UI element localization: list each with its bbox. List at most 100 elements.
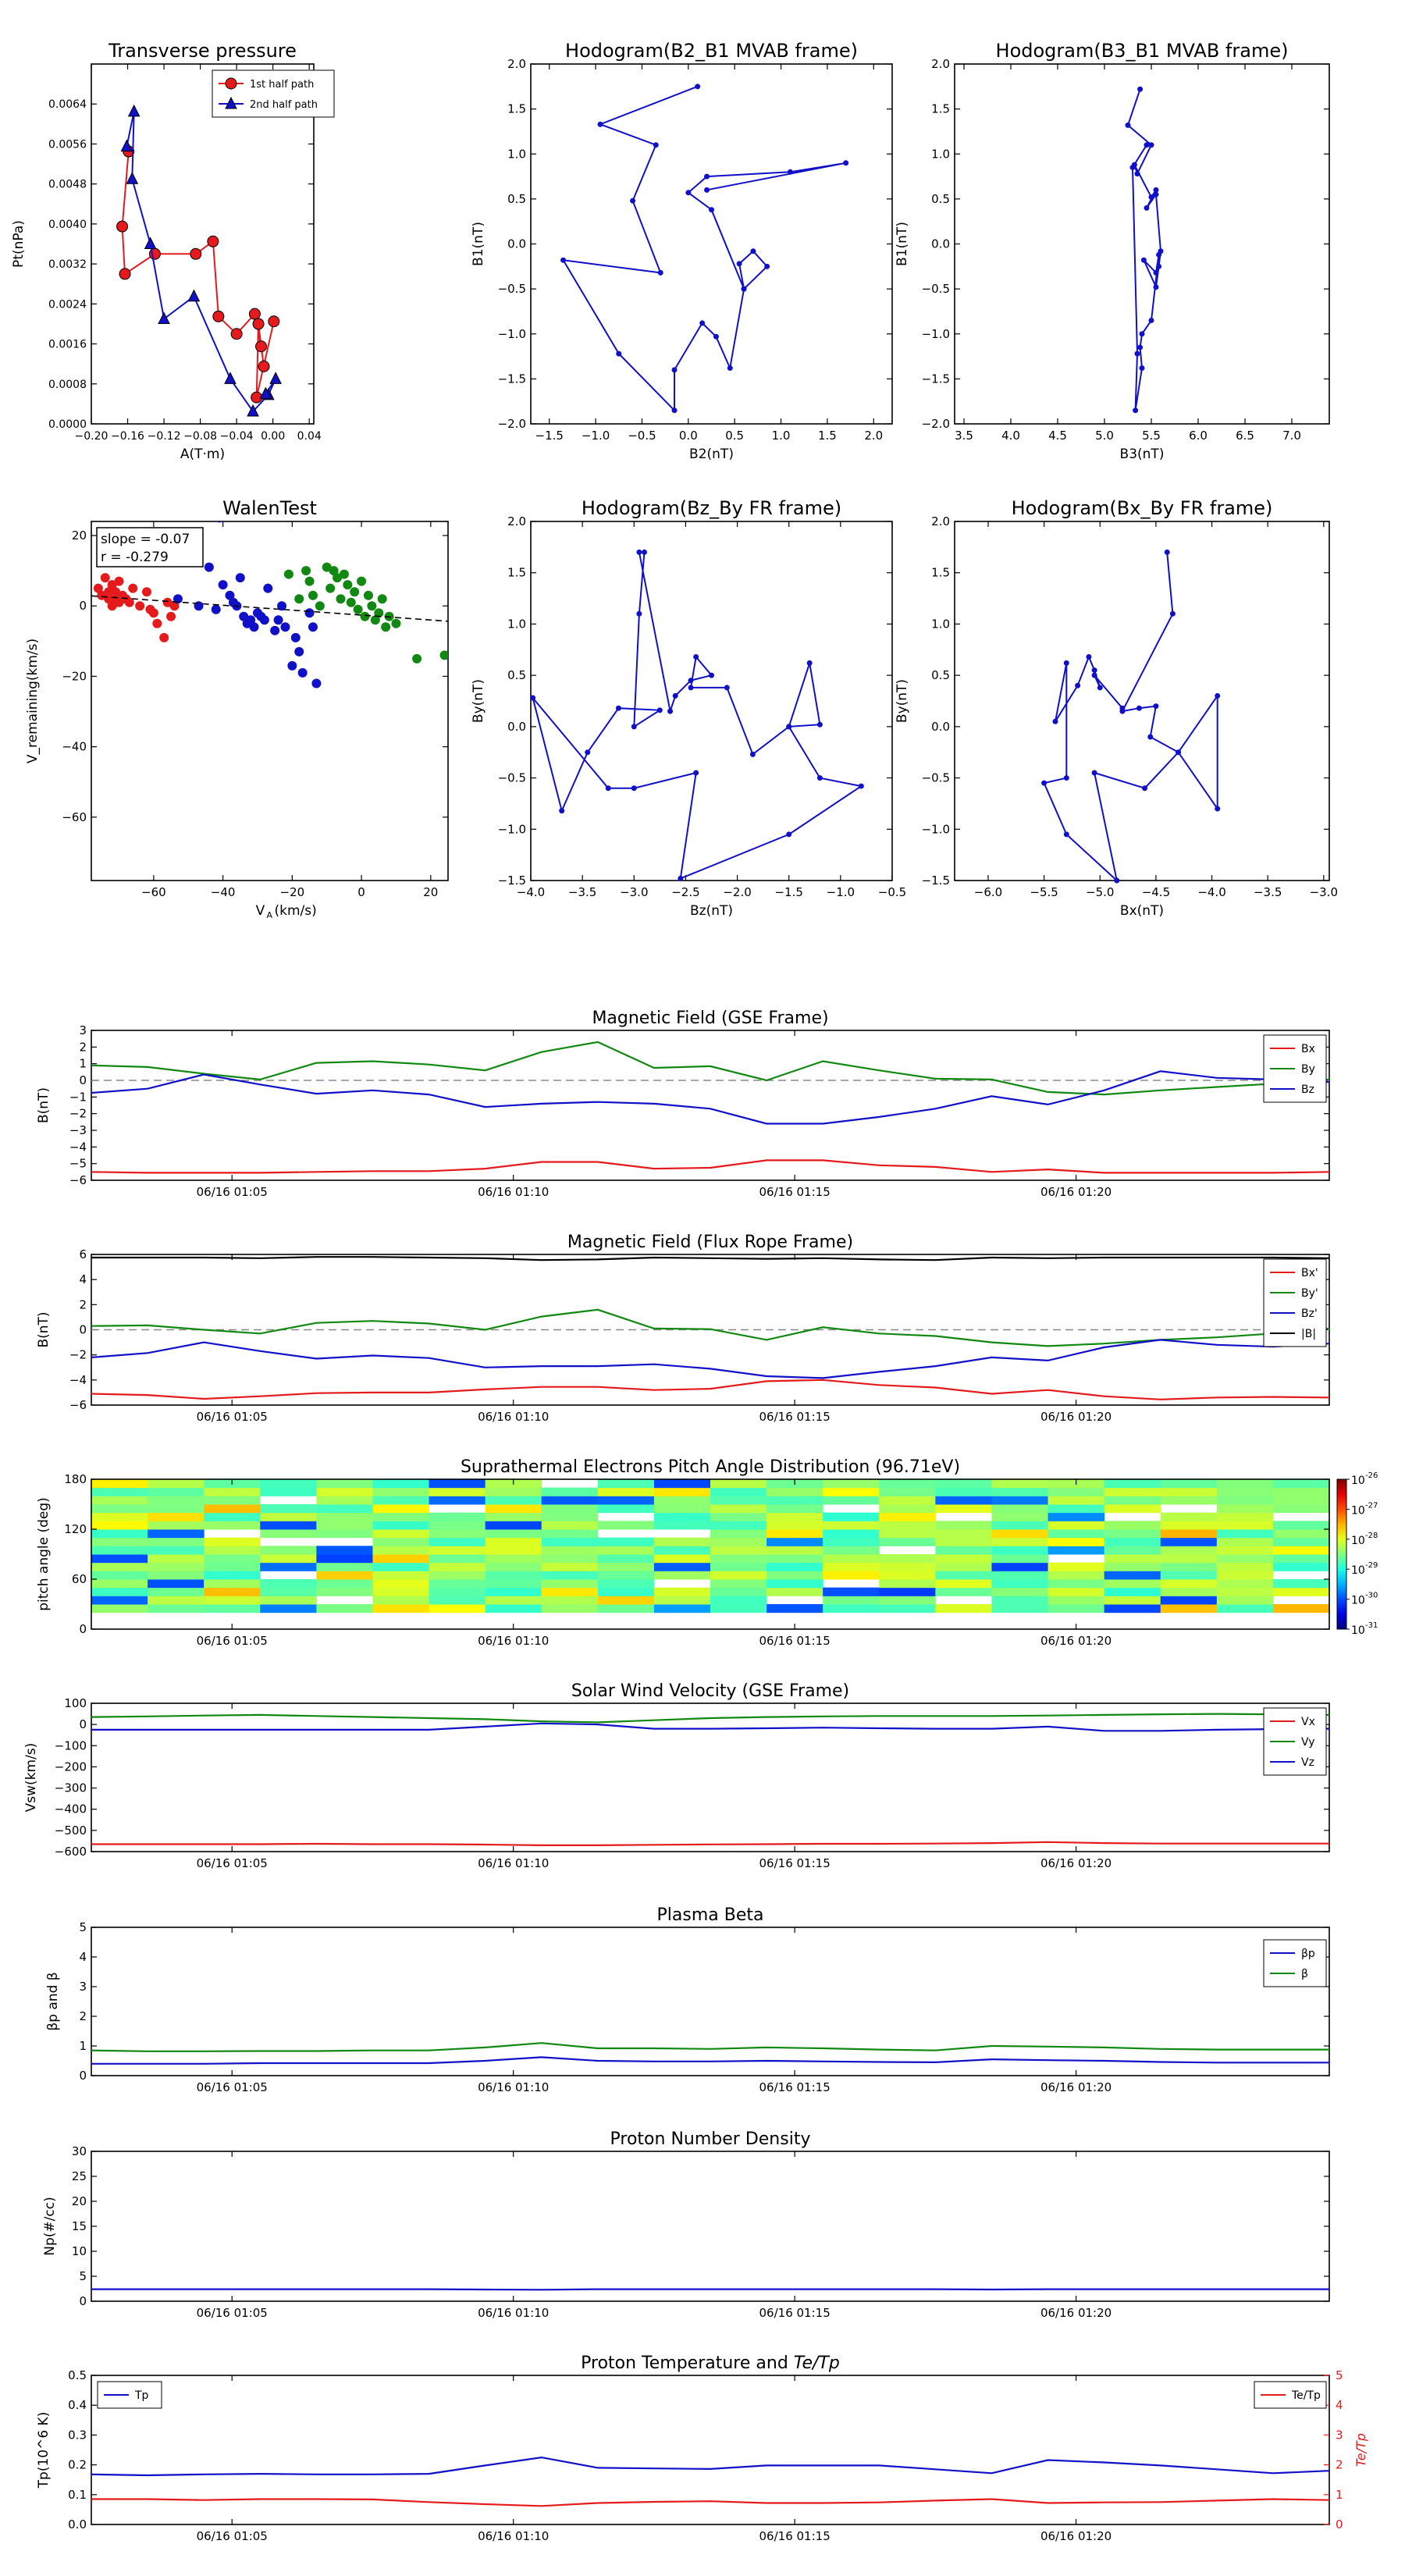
x-tick-label: 2.0 — [864, 429, 883, 443]
y-tick-label: 1 — [79, 1057, 87, 1071]
data-point — [1063, 831, 1069, 838]
heatmap-cell — [1104, 1596, 1161, 1605]
heatmap-cell — [541, 1504, 599, 1514]
heatmap-cell — [710, 1496, 767, 1505]
heatmap-cell — [316, 1521, 373, 1530]
data-point — [615, 705, 621, 711]
y-tick-label: −1.0 — [498, 327, 526, 341]
chart-title: Transverse pressure — [108, 40, 297, 62]
data-point — [207, 235, 219, 247]
heatmap-cell — [1272, 1554, 1330, 1564]
x-tick-label: 06/16 01:10 — [478, 1185, 549, 1199]
heatmap-cell — [316, 1554, 373, 1564]
heatmap-cell — [148, 1521, 205, 1530]
data-point — [114, 576, 124, 586]
y-tick-label: 2 — [79, 2009, 87, 2023]
data-point — [412, 653, 422, 664]
heatmap-cell — [767, 1504, 823, 1514]
heatmap-cell — [1104, 1579, 1161, 1589]
heatmap-cell — [991, 1587, 1049, 1596]
data-point — [308, 590, 318, 600]
y-tick-label: 1.5 — [507, 566, 526, 580]
heatmap-cell — [316, 1512, 373, 1521]
annotation-slope: slope = -0.07 — [101, 532, 190, 547]
heatmap-cell — [767, 1487, 823, 1496]
chart-mag_gse: Magnetic Field (GSE Frame) 06/16 01:05 06/… — [36, 1009, 1330, 1199]
heatmap-cell — [485, 1521, 542, 1530]
data-point — [1137, 344, 1144, 350]
x-tick-label: −3.5 — [1254, 885, 1282, 899]
heatmap-cell — [541, 1604, 599, 1614]
data-point — [336, 594, 346, 604]
heatmap-cell — [653, 1479, 711, 1489]
heatmap-cell — [316, 1546, 373, 1555]
data-point — [678, 875, 684, 881]
heatmap-cell — [485, 1554, 542, 1564]
y-tick-label: −100 — [55, 1738, 87, 1752]
x-tick-label: 06/16 01:10 — [478, 1856, 549, 1870]
heatmap-cell — [1048, 1521, 1105, 1530]
x-tick-label: −3.0 — [1310, 885, 1338, 899]
y-tick-label: 2 — [79, 1040, 87, 1054]
heatmap-cell — [710, 1487, 767, 1496]
data-point — [1114, 877, 1120, 884]
heatmap-cell — [541, 1587, 599, 1596]
heatmap-cell — [485, 1596, 542, 1605]
heatmap-cell — [1272, 1521, 1330, 1530]
x-tick-label: −0.12 — [148, 430, 181, 443]
heatmap-cell — [260, 1554, 317, 1564]
heatmap-cell — [935, 1604, 992, 1614]
y-axis-label: Np(#/cc) — [42, 2197, 58, 2255]
heatmap-cell — [597, 1596, 655, 1605]
heatmap-cell — [1048, 1512, 1105, 1521]
y-tick-label: −6 — [69, 1398, 87, 1412]
x-tick-label: 06/16 01:15 — [759, 1634, 831, 1648]
heatmap-cell — [767, 1604, 823, 1614]
heatmap-cell — [91, 1604, 148, 1614]
data-point — [370, 615, 380, 625]
data-point — [270, 625, 280, 635]
heatmap-cell — [429, 1529, 486, 1539]
heatmap-cell — [879, 1529, 936, 1539]
heatmap-cell — [204, 1604, 261, 1614]
y-tick-label: −2.0 — [922, 417, 950, 431]
heatmap-cell — [372, 1554, 430, 1564]
y-axis-label: B(nT) — [36, 1087, 52, 1123]
colorbar-tick-label: 10 — [1351, 1504, 1365, 1517]
heatmap-cell — [991, 1496, 1049, 1505]
data-point — [158, 311, 170, 325]
heatmap-cell — [1048, 1571, 1105, 1580]
x-tick-label: 0.0 — [679, 429, 698, 443]
heatmap-cell — [653, 1604, 711, 1614]
data-point — [1147, 734, 1154, 740]
data-point — [247, 404, 259, 417]
plot-frame — [91, 2375, 1330, 2525]
heatmap-cell — [204, 1521, 261, 1530]
data-point — [190, 247, 202, 260]
heatmap-cell — [1048, 1579, 1105, 1589]
heatmap-cell — [879, 1579, 936, 1589]
y-tick-label: 0.0040 — [48, 219, 87, 231]
y-tick-label: 1.5 — [931, 566, 950, 580]
x-tick-label: 7.0 — [1282, 429, 1301, 443]
x-axis-label: B3(nT) — [1120, 447, 1165, 462]
y-tick-label: 0.0008 — [48, 379, 87, 391]
plot-frame — [91, 63, 315, 425]
heatmap-cell — [1216, 1562, 1274, 1571]
heatmap-cell — [1048, 1587, 1105, 1596]
y-tick-label: 0.5 — [507, 192, 526, 206]
heatmap-cell — [91, 1579, 148, 1589]
y-tick-label: −1.5 — [922, 873, 950, 888]
y-tick-label: 0.0 — [68, 2517, 87, 2532]
legend-label: 2nd half path — [250, 99, 318, 111]
y-tick-label: 120 — [64, 1522, 87, 1536]
heatmap-cell — [653, 1521, 711, 1530]
heatmap-cell — [91, 1596, 148, 1605]
data-point — [216, 521, 223, 523]
heatmap-cell — [429, 1562, 486, 1571]
y-tick-label: 0.0000 — [48, 418, 87, 431]
annotation-r: r = -0.279 — [101, 550, 169, 565]
data-point — [124, 597, 134, 607]
data-point — [360, 611, 370, 621]
